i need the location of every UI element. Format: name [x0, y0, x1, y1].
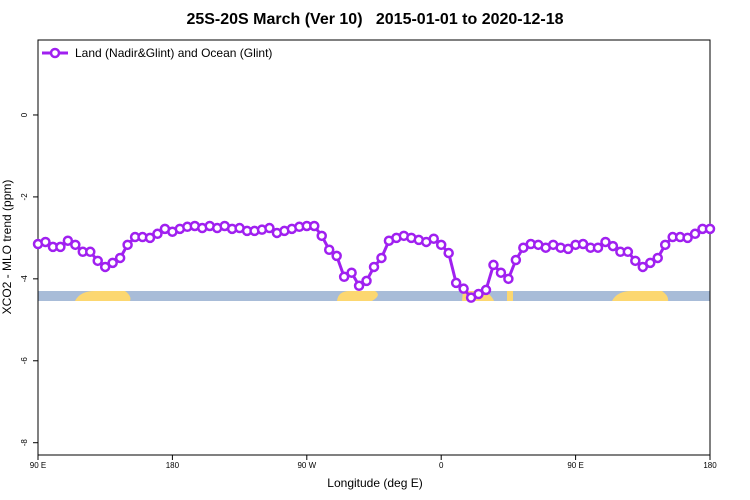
point [85, 246, 96, 258]
point [428, 233, 439, 244]
point [107, 257, 118, 269]
point [630, 255, 641, 267]
point [323, 244, 335, 256]
x-axis-label: Longitude (deg E) [327, 476, 422, 490]
point [562, 243, 574, 255]
point [338, 271, 350, 283]
y-tick-label: -6 [20, 357, 29, 365]
point [443, 247, 454, 259]
point [458, 283, 469, 294]
y-axis-label: XCO2 - MLO trend (ppm) [0, 180, 14, 315]
x-tick-label: 180 [166, 461, 180, 470]
legend-marker [49, 47, 61, 59]
x-tick-label: 180 [703, 461, 717, 470]
chart-title: 25S-20S March (Ver 10) 2015-01-01 to 202… [186, 11, 563, 28]
point [704, 223, 716, 235]
point [488, 259, 499, 271]
point [144, 232, 156, 244]
surface-strip [38, 291, 710, 301]
point [70, 239, 81, 251]
point [361, 275, 372, 287]
point [450, 277, 462, 289]
point [346, 267, 357, 278]
point [122, 239, 133, 251]
point [376, 252, 387, 264]
point [645, 257, 656, 269]
x-tick-label: 90 E [30, 461, 46, 470]
point [152, 228, 163, 240]
y-tick-label: -2 [20, 193, 29, 201]
point [316, 230, 327, 242]
point [495, 267, 507, 278]
land-patch [612, 291, 669, 301]
x-tick-label: 90 E [567, 461, 583, 470]
y-tick-label: 0 [20, 112, 29, 117]
land-patch [507, 291, 513, 301]
x-tick-label: 90 W [297, 461, 316, 470]
point [659, 239, 671, 251]
y-tick-label: -4 [20, 275, 29, 283]
point [682, 232, 693, 244]
point [40, 236, 51, 248]
point [99, 261, 111, 273]
point [264, 222, 275, 234]
point [689, 228, 701, 240]
point [62, 235, 74, 246]
point [353, 280, 365, 292]
land-patch [337, 291, 378, 301]
point [435, 239, 447, 251]
y-tick-label: -8 [20, 439, 29, 447]
point [368, 261, 380, 273]
x-tick-label: 0 [439, 461, 444, 470]
point [637, 261, 649, 273]
land-patch [75, 291, 131, 301]
point [480, 284, 492, 296]
point [309, 220, 320, 232]
point [331, 250, 342, 262]
legend: Land (Nadir&Glint) and Ocean (Glint) [42, 46, 272, 60]
point [92, 255, 103, 267]
point [114, 252, 126, 264]
point [55, 241, 66, 253]
point [503, 273, 514, 285]
point [600, 236, 611, 248]
point [510, 254, 522, 266]
point [607, 240, 619, 252]
point [592, 242, 604, 253]
point [473, 288, 484, 300]
point [622, 246, 634, 258]
legend-label: Land (Nadir&Glint) and Ocean (Glint) [75, 46, 272, 60]
point [652, 252, 663, 264]
